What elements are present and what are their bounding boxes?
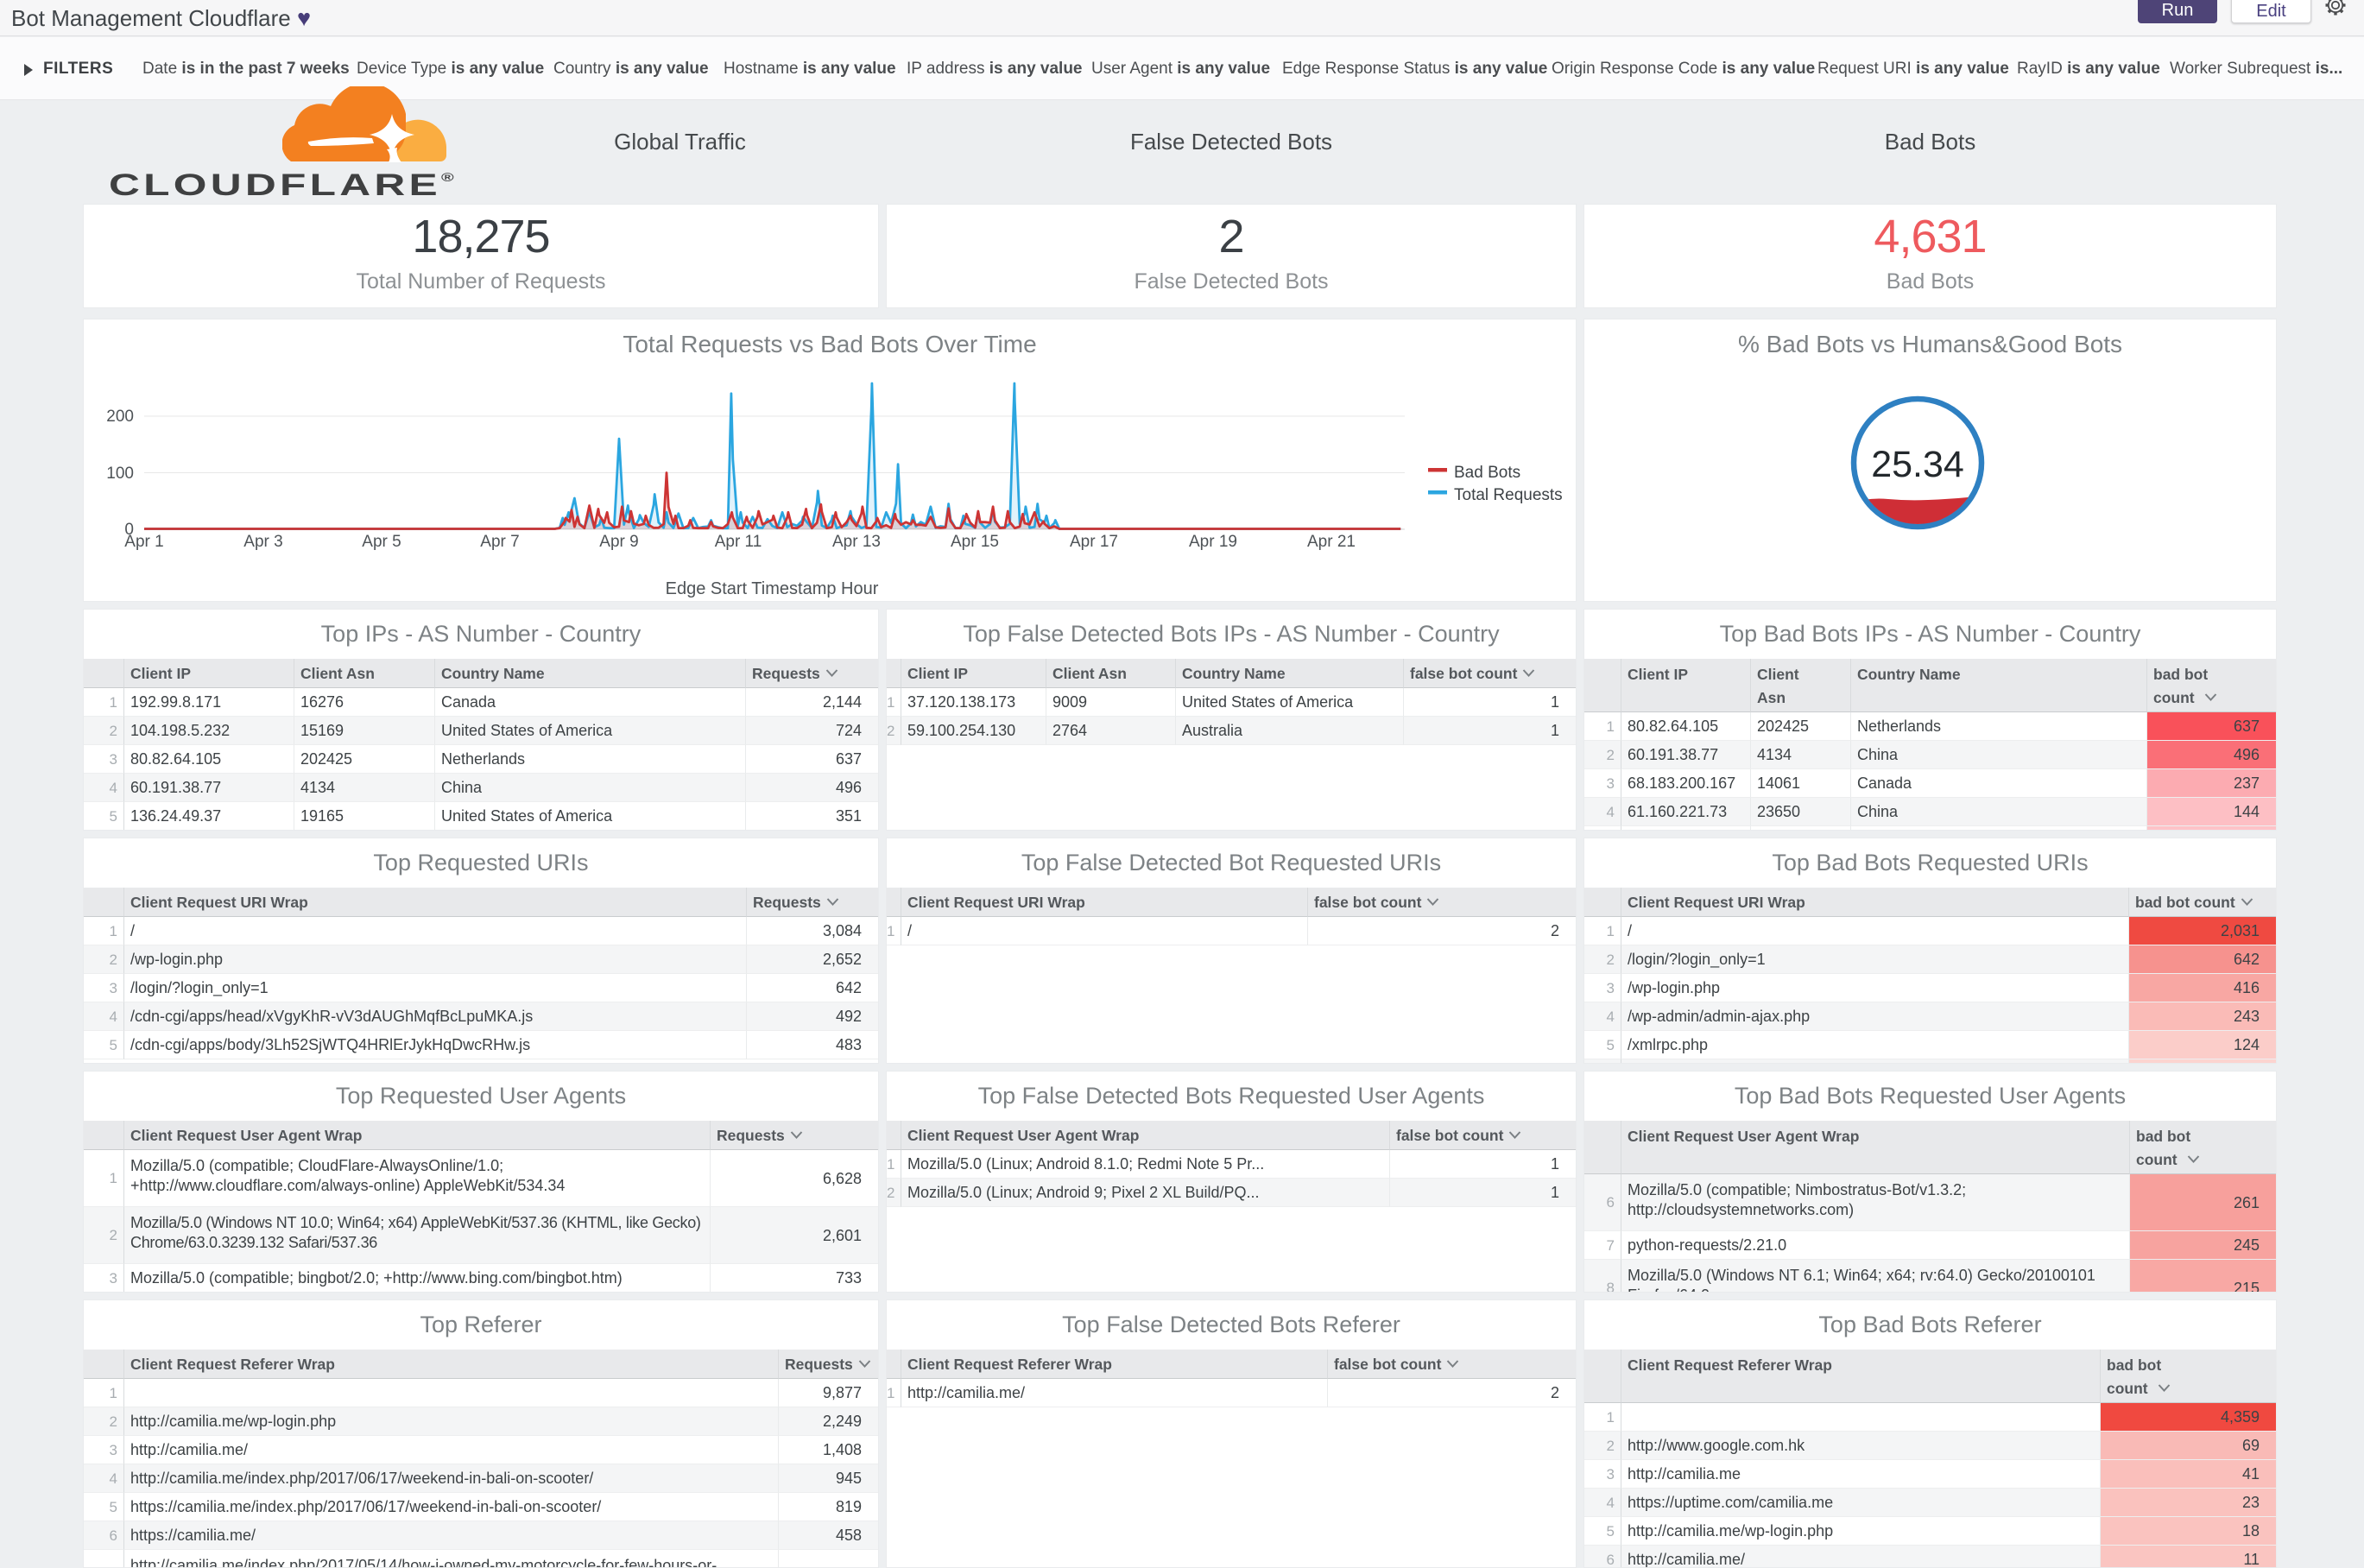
svg-text:200: 200	[106, 408, 134, 426]
svg-text:Apr 9: Apr 9	[599, 533, 638, 551]
svg-text:Apr 3: Apr 3	[243, 533, 282, 551]
svg-text:Apr 19: Apr 19	[1189, 533, 1237, 551]
svg-text:Apr 17: Apr 17	[1070, 533, 1118, 551]
svg-text:Apr 7: Apr 7	[480, 533, 519, 551]
svg-text:Apr 5: Apr 5	[362, 533, 401, 551]
svg-text:Apr 13: Apr 13	[832, 533, 881, 551]
svg-text:Edge Start Timestamp Hour: Edge Start Timestamp Hour	[666, 579, 879, 598]
svg-text:Bad Bots: Bad Bots	[1454, 464, 1520, 482]
svg-text:0: 0	[124, 521, 134, 539]
svg-text:Apr 15: Apr 15	[951, 533, 999, 551]
svg-text:100: 100	[106, 465, 134, 483]
svg-text:Total Requests: Total Requests	[1454, 486, 1563, 504]
svg-text:25.34: 25.34	[1871, 444, 1964, 485]
svg-text:Apr 11: Apr 11	[715, 533, 762, 551]
svg-text:Apr 21: Apr 21	[1307, 533, 1356, 551]
svg-text:Apr 1: Apr 1	[124, 533, 163, 551]
